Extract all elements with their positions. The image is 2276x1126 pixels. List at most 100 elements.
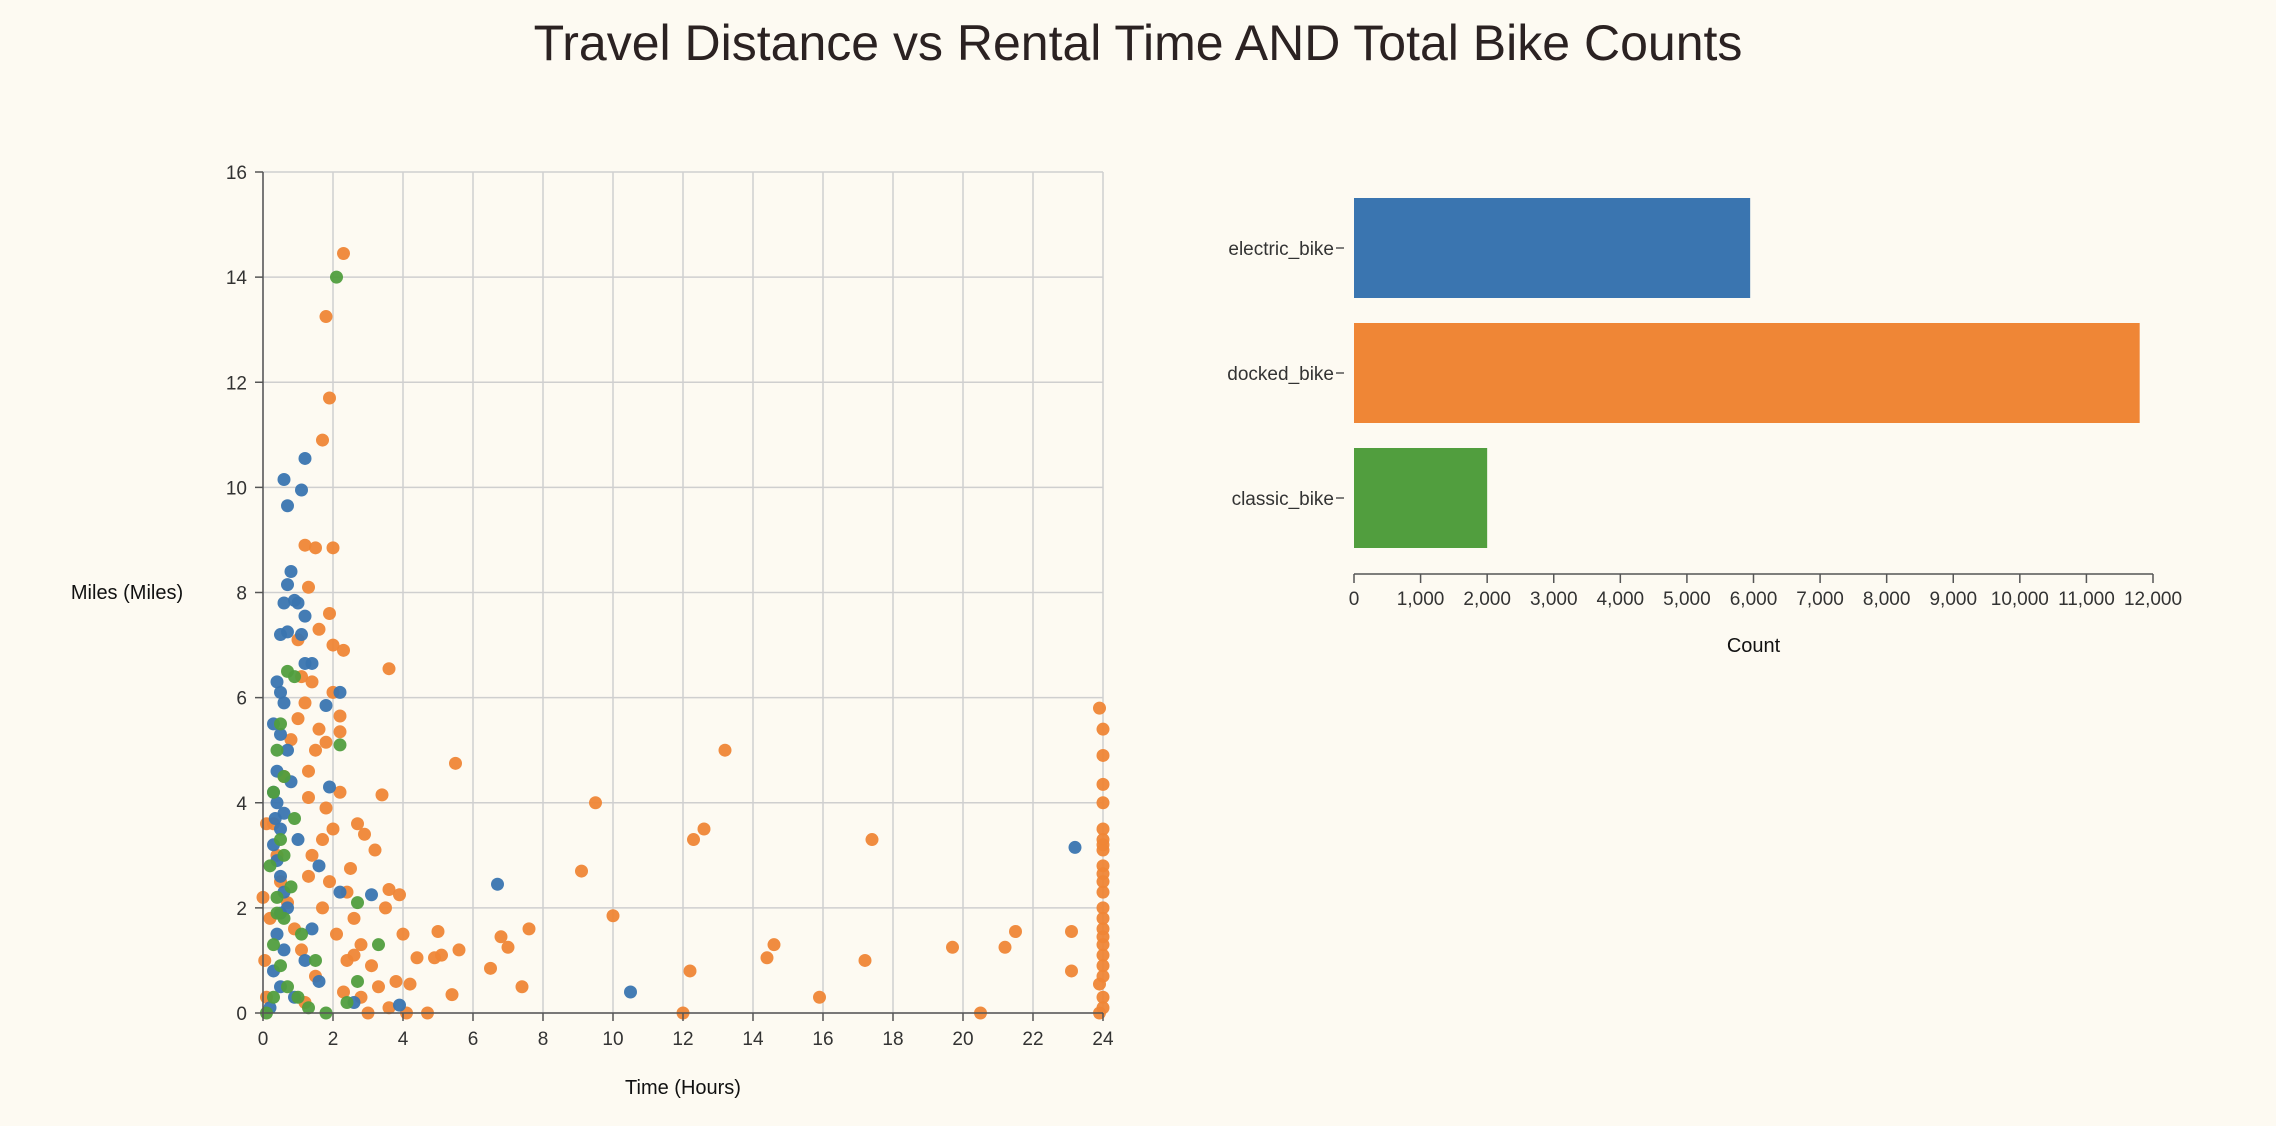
scatter-point-docked_bike — [946, 940, 959, 954]
scatter-point-docked_bike — [589, 796, 602, 810]
scatter-point-electric_bike — [274, 822, 287, 836]
scatter-point-electric_bike — [298, 656, 312, 670]
scatter-point-classic_bike — [277, 769, 291, 783]
bar-x-tick-label: 6,000 — [1730, 589, 1778, 610]
scatter-point-docked_bike — [1096, 948, 1110, 962]
bar-x-tick-label: 11,000 — [2058, 589, 2115, 610]
scatter-point-docked_bike — [1065, 964, 1078, 978]
scatter-point-docked_bike — [501, 940, 515, 954]
scatter-point-electric_bike — [281, 578, 294, 592]
bar-category-label: docked_bike — [1227, 364, 1334, 385]
scatter-points — [256, 246, 1110, 1020]
scatter-point-classic_bike — [372, 938, 385, 952]
scatter-point-classic_bike — [284, 880, 298, 894]
scatter-point-docked_bike — [393, 888, 406, 902]
scatter-point-electric_bike — [1068, 840, 1082, 854]
scatter-point-classic_bike — [309, 953, 322, 967]
bar-x-tick-label: 1,000 — [1397, 589, 1445, 610]
scatter-point-electric_bike — [281, 499, 294, 513]
scatter-point-classic_bike — [277, 848, 291, 862]
scatter-point-docked_bike — [1096, 867, 1110, 881]
scatter-point-docked_bike — [1096, 911, 1110, 925]
scatter-point-docked_bike — [1009, 925, 1022, 939]
scatter-point-docked_bike — [683, 964, 697, 978]
scatter-point-docked_bike — [333, 785, 347, 799]
scatter-y-tick-label: 6 — [236, 689, 247, 710]
bar-x-tick-label: 8,000 — [1863, 589, 1911, 610]
bar-x-tick-label: 9,000 — [1929, 589, 1977, 610]
scatter-point-electric_bike — [281, 743, 294, 757]
scatter-point-electric_bike — [270, 796, 284, 810]
scatter-point-electric_bike — [291, 833, 305, 847]
bar-category-label: classic_bike — [1232, 489, 1334, 510]
scatter-point-docked_bike — [410, 951, 424, 965]
scatter-point-docked_bike — [305, 675, 319, 689]
scatter-point-docked_bike — [515, 980, 529, 994]
scatter-point-docked_bike — [1093, 701, 1106, 715]
scatter-point-docked_bike — [435, 948, 448, 962]
scatter-point-docked_bike — [298, 696, 312, 710]
scatter-point-docked_bike — [312, 622, 326, 636]
scatter-point-electric_bike — [393, 998, 406, 1012]
scatter-point-docked_bike — [330, 927, 343, 941]
scatter-point-electric_bike — [491, 877, 504, 891]
scatter-point-electric_bike — [277, 596, 291, 610]
scatter-point-docked_bike — [445, 988, 459, 1002]
scatter-point-docked_bike — [298, 538, 312, 552]
scatter-point-docked_bike — [522, 922, 536, 936]
scatter-point-electric_bike — [624, 985, 637, 999]
scatter-point-docked_bike — [382, 1001, 396, 1015]
scatter-x-tick-label: 6 — [468, 1029, 479, 1050]
scatter-point-docked_bike — [1096, 796, 1110, 810]
bar-x-tick-label: 0 — [1349, 589, 1360, 610]
scatter-point-docked_bike — [340, 953, 354, 967]
scatter-point-docked_bike — [375, 788, 389, 802]
scatter-point-classic_bike — [270, 890, 284, 904]
scatter-point-docked_bike — [347, 911, 361, 925]
scatter-point-classic_bike — [274, 717, 287, 731]
scatter-point-electric_bike — [312, 859, 326, 873]
scatter-point-docked_bike — [316, 901, 329, 915]
scatter-point-docked_bike — [319, 735, 333, 749]
scatter-point-electric_bike — [305, 922, 319, 936]
scatter-point-classic_bike — [281, 980, 294, 994]
scatter-point-docked_bike — [1096, 885, 1110, 899]
scatter-point-docked_bike — [326, 638, 340, 652]
scatter-point-electric_bike — [277, 472, 291, 486]
page-title: Travel Distance vs Rental Time AND Total… — [533, 15, 1743, 71]
scatter-point-docked_bike — [295, 943, 308, 957]
scatter-point-electric_bike — [268, 812, 282, 826]
scatter-y-tick-label: 14 — [226, 268, 248, 289]
scatter-point-docked_bike — [337, 643, 350, 657]
scatter-point-docked_bike — [379, 901, 392, 915]
bar-category-label: electric_bike — [1228, 239, 1334, 260]
scatter-point-classic_bike — [295, 927, 308, 941]
scatter-point-docked_bike — [333, 725, 347, 739]
scatter-point-electric_bike — [277, 696, 291, 710]
scatter-point-classic_bike — [340, 995, 354, 1009]
scatter-point-classic_bike — [291, 990, 305, 1004]
scatter-point-electric_bike — [365, 888, 378, 902]
scatter-point-electric_bike — [298, 953, 312, 967]
scatter-point-docked_bike — [449, 756, 462, 770]
scatter-point-electric_bike — [312, 974, 326, 988]
scatter-point-docked_bike — [1096, 822, 1110, 836]
scatter-point-classic_bike — [281, 664, 294, 678]
scatter-point-docked_bike — [767, 938, 781, 952]
scatter-point-docked_bike — [258, 953, 272, 967]
scatter-point-docked_bike — [316, 833, 329, 847]
bar-bars — [1354, 198, 2140, 548]
scatter-x-tick-label: 18 — [882, 1029, 903, 1050]
scatter-point-docked_bike — [1096, 990, 1110, 1004]
scatter-point-electric_bike — [277, 943, 291, 957]
bar-chart: electric_bike docked_bike classic_bike 0 1,0… — [1227, 198, 2182, 657]
scatter-x-tick-label: 0 — [258, 1029, 269, 1050]
scatter-point-docked_bike — [1096, 722, 1110, 736]
scatter-point-docked_bike — [403, 977, 417, 991]
scatter-point-docked_bike — [309, 743, 322, 757]
scatter-point-docked_bike — [354, 938, 368, 952]
scatter-point-docked_bike — [326, 541, 340, 555]
scatter-point-docked_bike — [337, 246, 350, 260]
scatter-point-docked_bike — [687, 833, 700, 847]
